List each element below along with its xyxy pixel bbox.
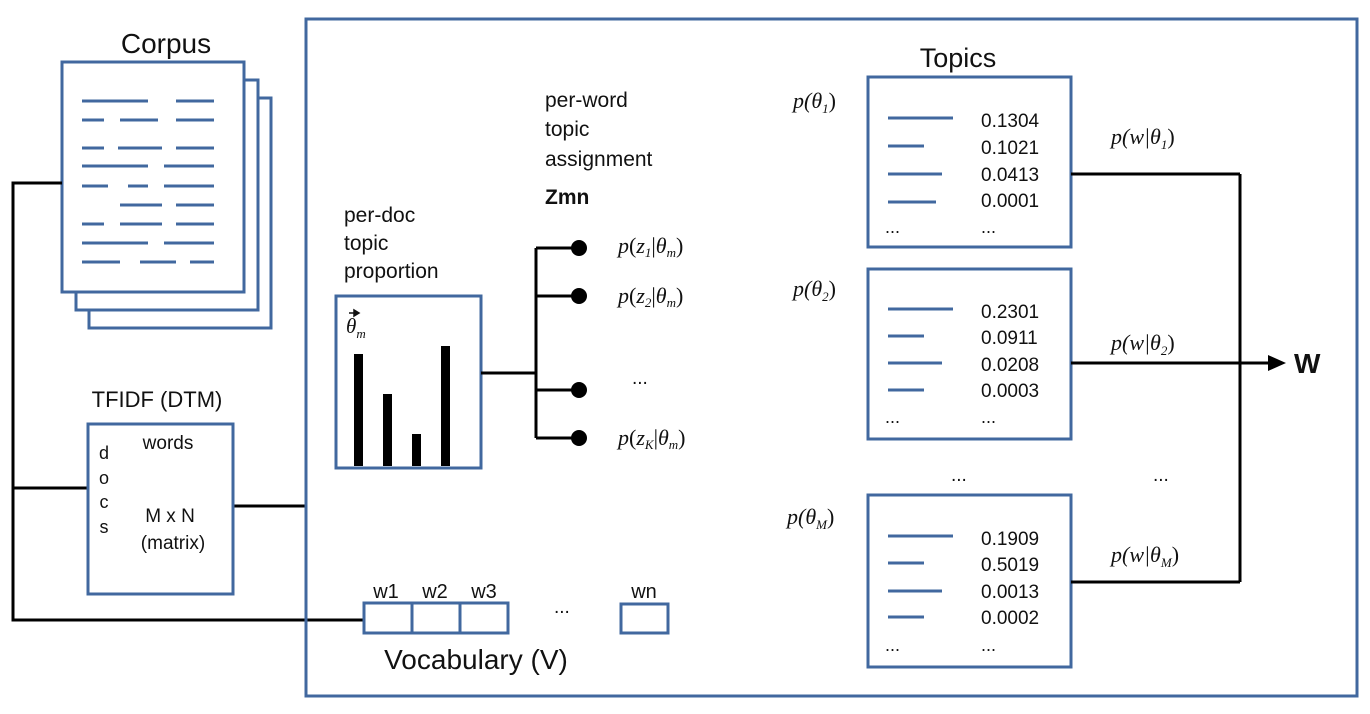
topic-more: ... [885,407,900,427]
theta-bar [441,346,450,466]
topic-prob-value: 0.0208 [981,355,1039,376]
topics: Topics p(θ1) 0.1304 0.1021 0.0413 0.0001… [785,43,1321,669]
vocabulary: w1 w2 w3 ... wn Vocabulary (V) [362,581,670,675]
topic-box [866,267,1073,441]
assignment-dot [571,240,587,256]
topic-prob-value: 0.0013 [981,582,1039,603]
theta-bars [354,346,450,466]
per-doc-label-line: topic [344,232,388,255]
vocabulary-title: Vocabulary (V) [384,644,568,675]
dtm-box [86,422,235,596]
per-word-label-line: per-word [545,89,628,112]
topic-word-lines [888,307,953,392]
vocab-cell-last [619,602,670,635]
topic-output-connectors [1071,172,1272,584]
theta-vector-arrow [349,308,361,318]
corpus-connectors [11,181,364,622]
dtm-matrix-label: (matrix) [141,533,205,554]
vocab-ellipsis: ... [554,597,570,618]
per-word-topic-assignment: per-word topic assignment Zmn p(z1|θm) p… [534,89,686,452]
corpus: Corpus [60,28,273,330]
per-doc-topic-proportion: per-doc topic proportion θm [334,204,536,470]
zmn-label: Zmn [545,186,589,209]
topic-prob-value: 0.0003 [981,381,1039,402]
per-doc-label-line: proportion [344,260,439,283]
dtm-words-label: words [142,433,194,454]
theta-bar [354,354,363,466]
topic-word-dist-label: p(w|θ2) [1109,330,1175,358]
vocab-cell-label: w2 [421,581,448,603]
tfidf-dtm: TFIDF (DTM) words d o c s M x N (matrix) [86,387,235,596]
assignment-formula: p(z1|θm) [616,233,683,260]
theta-bar [383,394,392,466]
topic-word-lines [888,534,953,619]
topics-between-ellipsis: ... [1153,465,1169,486]
topic-label: p(θ2) [791,276,836,304]
topic-prob-value: 0.2301 [981,302,1039,323]
dtm-docs-letter: c [100,492,109,512]
topics-title: Topics [920,43,997,73]
topic-box [866,493,1073,669]
topic-more: ... [981,635,996,655]
topic-prob-value: 0.5019 [981,555,1039,576]
topic-prob-value: 0.0413 [981,165,1039,186]
topic-word-dist-label: p(w|θ1) [1109,124,1175,152]
topic-more: ... [981,217,996,237]
topic-label: p(θM) [785,504,834,532]
vocab-cell [458,601,510,635]
output-w-label: W [1294,348,1321,379]
corpus-text-lines [82,99,214,264]
tfidf-title: TFIDF (DTM) [92,387,223,412]
topic-prob-value: 0.0002 [981,608,1039,629]
vocab-cell [362,601,414,635]
per-word-label-line: topic [545,118,589,141]
topic-1: p(θ1) 0.1304 0.1021 0.0413 0.0001 ... ..… [791,75,1175,249]
topic-m: p(θM) 0.1909 0.5019 0.0013 0.0002 ... ..… [785,493,1179,669]
topic-label: p(θ1) [791,88,836,116]
output-arrowhead [1268,355,1286,371]
topic-prob-value: 0.1304 [981,111,1040,132]
assignment-tree [534,246,578,440]
vocab-cell-label: w1 [372,581,399,603]
model-frame [304,17,1359,698]
assignment-ellipsis: ... [632,368,648,389]
per-doc-label-line: per-doc [344,204,415,227]
dtm-docs-letter: o [99,468,109,488]
topic-prob-value: 0.1021 [981,138,1039,159]
topic-word-lines [888,116,953,204]
theta-bar [412,434,421,466]
assignment-dot [571,382,587,398]
theta-symbol: θm [346,314,366,341]
vocab-cell-label: w3 [470,581,497,603]
topic-more: ... [885,635,900,655]
topic-word-dist-label: p(w|θM) [1109,542,1179,570]
assignment-dot [571,288,587,304]
topic-more: ... [885,217,900,237]
topic-2: p(θ2) 0.2301 0.0911 0.0208 0.0003 ... ..… [791,267,1175,441]
per-word-label-line: assignment [545,148,653,171]
corpus-page-front [60,60,246,294]
topic-box [866,75,1073,249]
topic-prob-value: 0.0001 [981,191,1039,212]
assignment-formula: p(zK|θm) [616,425,686,452]
vocab-last-label: wn [630,581,657,603]
corpus-title: Corpus [121,28,211,59]
vocab-cell [410,601,462,635]
dtm-docs-letter: s [100,517,109,537]
topic-prob-value: 0.1909 [981,529,1039,550]
assignment-dot [571,430,587,446]
topic-prob-value: 0.0911 [981,328,1038,349]
dtm-dimensions: M x N [145,506,195,527]
dtm-docs-letter: d [99,443,109,463]
topic-more: ... [981,407,996,427]
topics-between-ellipsis: ... [951,465,967,486]
assignment-formula: p(z2|θm) [616,283,683,310]
